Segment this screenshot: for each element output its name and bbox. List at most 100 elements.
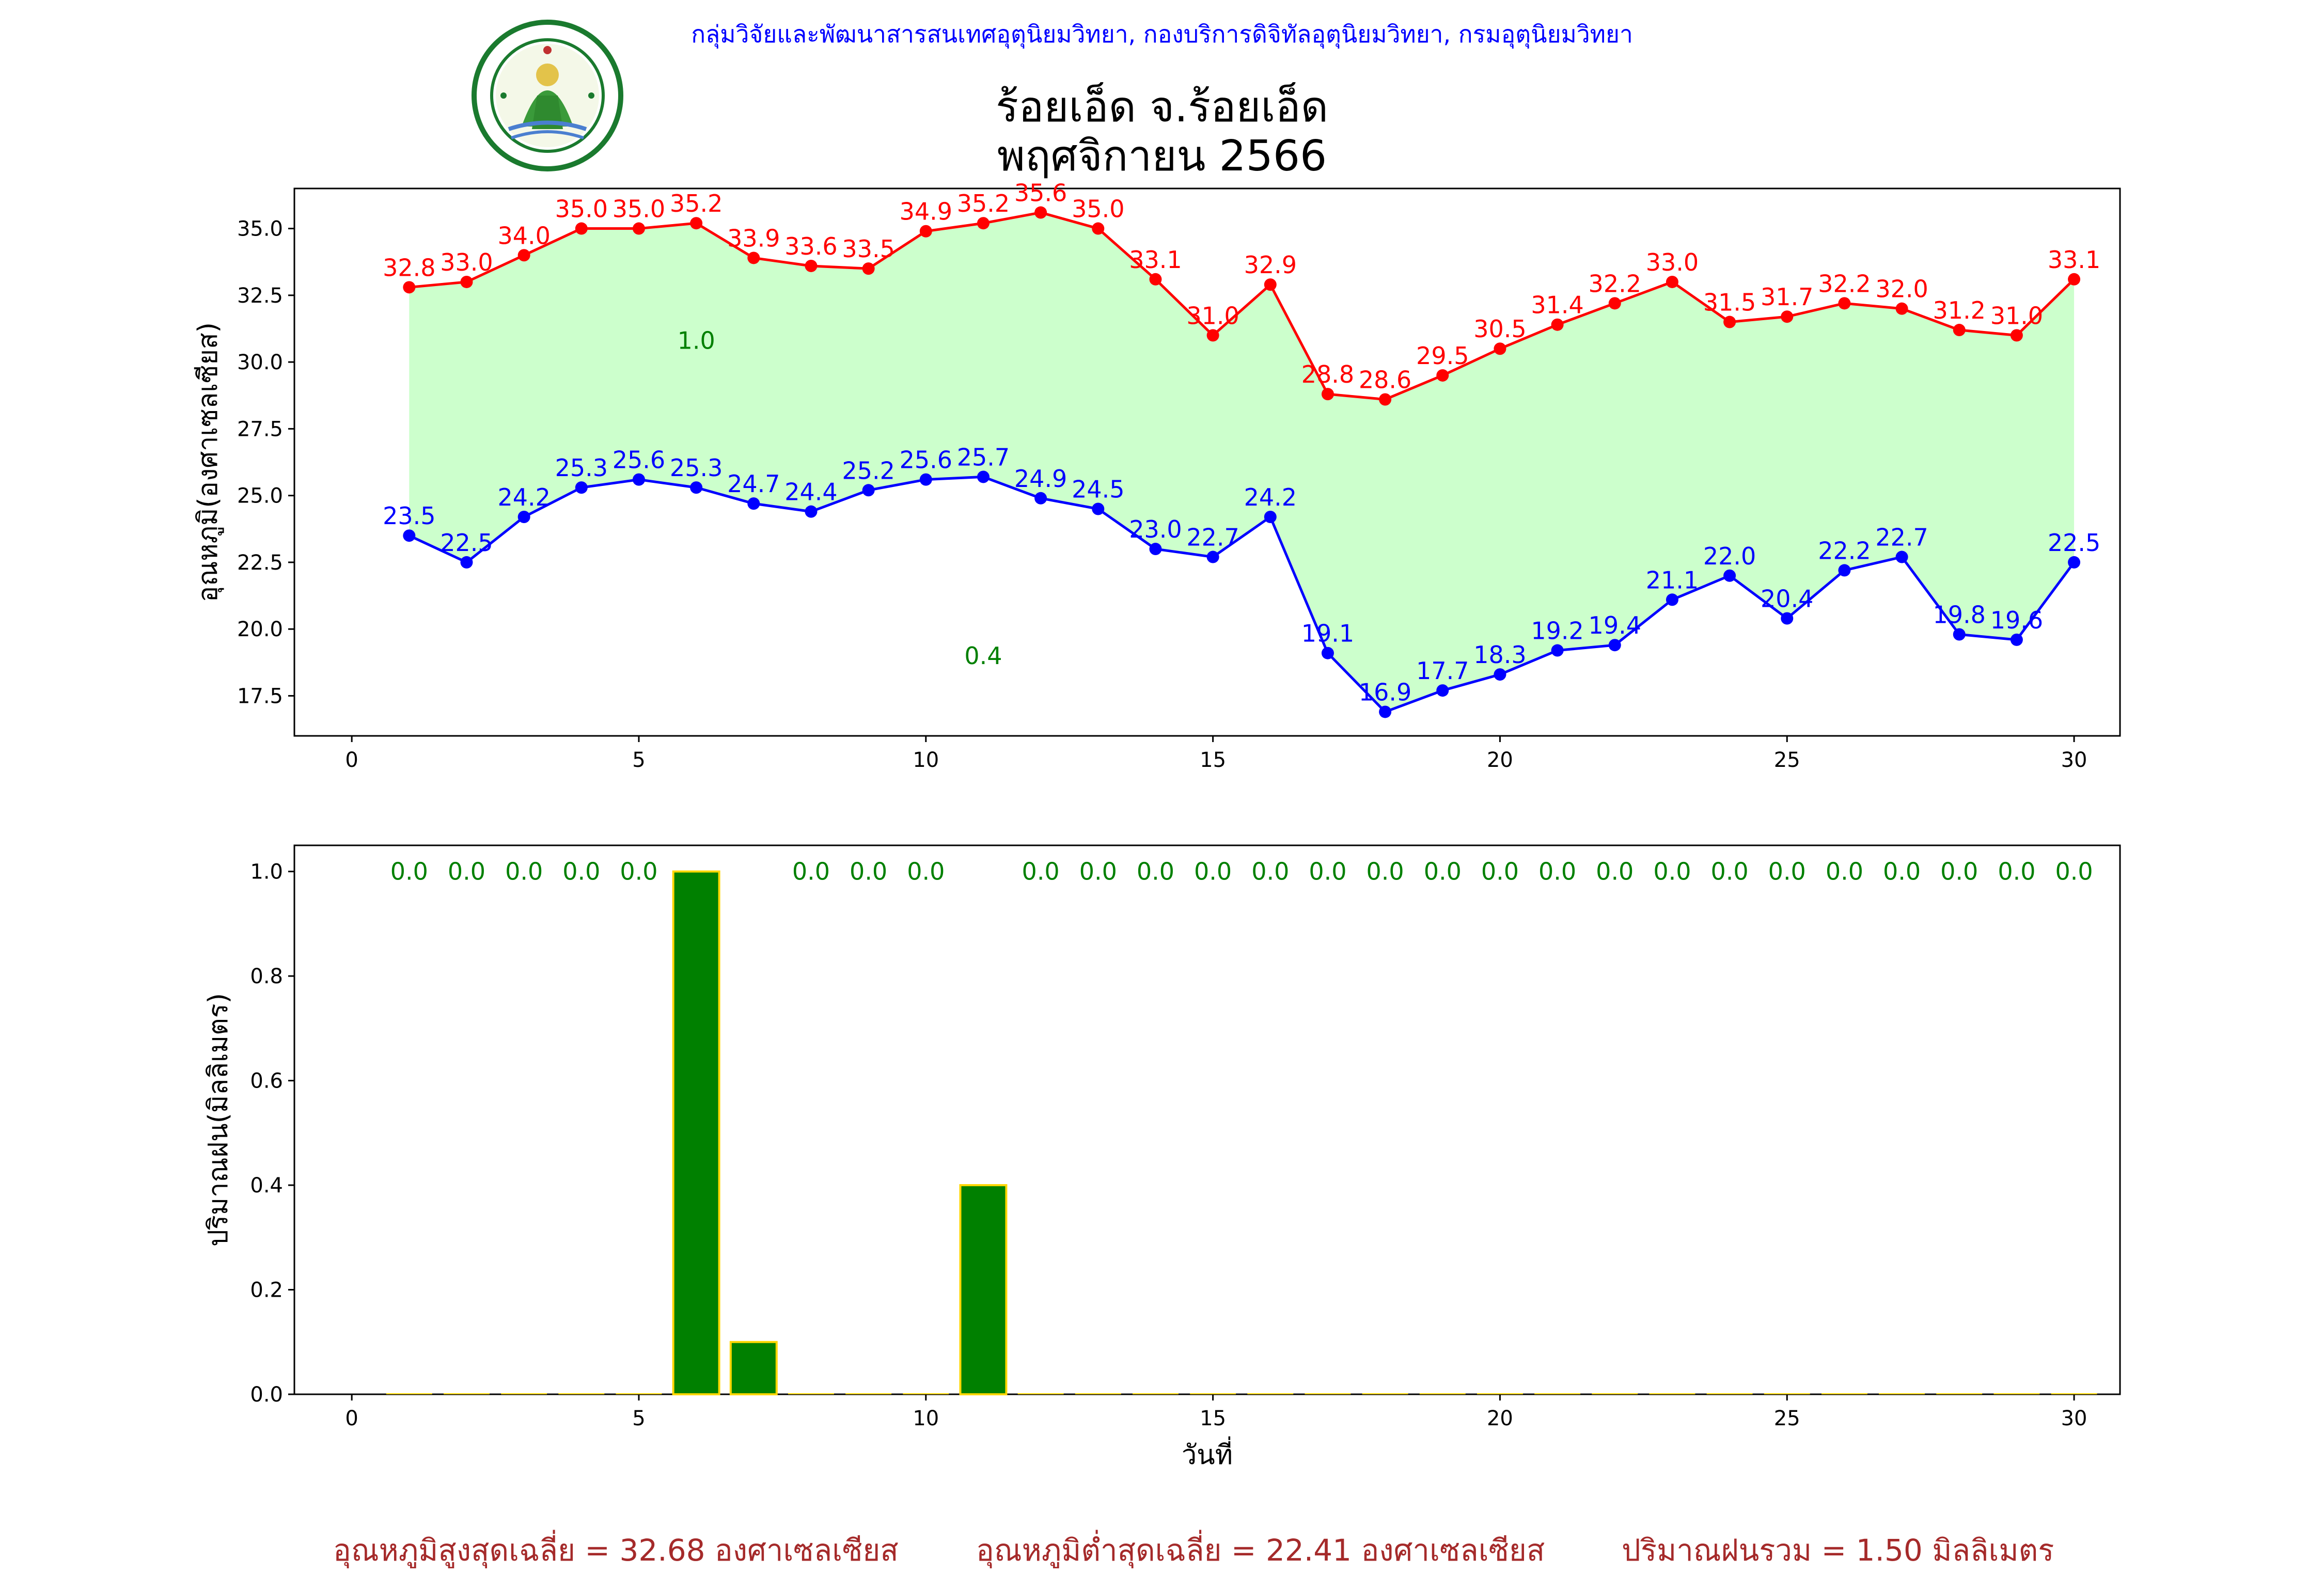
min-temp-point <box>1953 628 1966 641</box>
max-temp-value-label: 35.0 <box>555 195 608 223</box>
rain-bar <box>729 1341 778 1396</box>
max-temp-point <box>919 225 932 238</box>
rainfall-y-axis-label: ปริมาณฝน(มิลลิเมตร) <box>203 993 234 1247</box>
max-temp-point <box>460 275 473 288</box>
max-temp-point <box>1264 278 1277 291</box>
max-temp-point <box>403 281 416 294</box>
min-temp-value-label: 24.2 <box>1244 483 1297 511</box>
max-temp-point <box>1092 222 1105 235</box>
min-temp-point <box>575 481 588 494</box>
max-temp-value-label: 35.0 <box>613 195 665 223</box>
max-temp-point <box>1895 302 1908 315</box>
max-temp-point <box>1953 324 1966 337</box>
min-temp-point <box>690 481 703 494</box>
max-temp-point <box>575 222 588 235</box>
x-tick-label: 15 <box>1200 1407 1226 1430</box>
max-temp-value-label: 28.6 <box>1359 366 1411 394</box>
max-temp-point <box>1379 393 1392 406</box>
rain-bar <box>1764 1393 1810 1394</box>
min-temp-point <box>2010 633 2023 646</box>
max-temp-value-label: 34.0 <box>497 222 550 249</box>
chart-title-station: ร้อยเอ็ด จ.ร้อยเอ็ด <box>996 83 1328 132</box>
min-temp-line <box>409 475 2076 714</box>
max-temp-value-label: 32.2 <box>1818 270 1871 297</box>
min-temp-point <box>805 505 818 518</box>
rain-bar <box>1936 1393 1983 1394</box>
max-temp-value-label: 33.0 <box>440 248 493 276</box>
max-temp-value-label: 31.5 <box>1703 289 1756 317</box>
rain-zero-label: 0.0 <box>1826 858 1863 886</box>
max-temp-value-label: 35.2 <box>957 190 1010 217</box>
min-temp-value-label: 19.2 <box>1531 617 1583 645</box>
rain-zero-label: 0.0 <box>1367 858 1404 886</box>
max-temp-value-label: 33.1 <box>2048 246 2100 274</box>
temperature-y-axis-label: อุณหภูมิ(องศาเซลเซียส) <box>193 322 224 602</box>
rain-zero-label: 0.0 <box>448 858 485 886</box>
min-temp-value-label: 19.1 <box>1301 620 1354 648</box>
rainfall-x-axis-label: วันที่ <box>1182 1436 1233 1471</box>
max-temp-point <box>1723 316 1736 328</box>
meteorological-department-logo <box>472 20 623 171</box>
rain-zero-label: 0.0 <box>1079 858 1117 886</box>
min-temp-point <box>1436 684 1449 697</box>
max-temp-point <box>517 249 530 262</box>
max-temp-value-label: 28.8 <box>1301 360 1354 388</box>
min-temp-point <box>403 529 416 542</box>
max-temp-value-label: 33.6 <box>784 232 837 260</box>
rain-zero-label: 0.0 <box>1424 858 1462 886</box>
rain-bar <box>1305 1393 1351 1394</box>
min-temp-value-label: 24.9 <box>1014 465 1067 493</box>
max-temp-point <box>805 259 818 272</box>
max-temp-point <box>1666 275 1678 288</box>
rain-bar <box>1879 1393 1925 1394</box>
y-tick-label: 1.0 <box>250 860 283 884</box>
y-tick-label: 27.5 <box>237 417 283 441</box>
max-temp-line <box>409 211 2075 401</box>
avg-min-temp-summary: อุณหภูมิต่ำสุดเฉลี่ย = 22.41 องศาเซลเซีย… <box>976 1533 1545 1568</box>
max-temp-point <box>1321 388 1334 401</box>
rain-zero-label: 0.0 <box>1653 858 1691 886</box>
x-tick-label: 20 <box>1487 1407 1513 1430</box>
rain-bar <box>1362 1393 1408 1394</box>
y-tick-label: 25.0 <box>237 484 283 508</box>
max-temp-value-label: 32.9 <box>1244 251 1297 279</box>
min-temp-value-label: 19.4 <box>1589 611 1641 639</box>
min-temp-point <box>1034 492 1047 505</box>
max-temp-point <box>2068 273 2081 286</box>
rain-zero-label: 0.0 <box>620 858 657 886</box>
rain-zero-label: 0.0 <box>562 858 600 886</box>
rain-bar <box>845 1393 892 1394</box>
rain-bar <box>1706 1393 1753 1394</box>
x-tick-label: 0 <box>345 748 358 772</box>
y-tick-label: 0.6 <box>250 1069 283 1093</box>
rain-bar <box>788 1393 834 1394</box>
min-temp-value-label: 23.0 <box>1129 515 1182 543</box>
max-temp-point <box>690 217 703 230</box>
max-temp-point <box>1781 310 1794 323</box>
min-temp-value-label: 25.6 <box>613 446 665 474</box>
min-temp-point <box>2068 556 2081 569</box>
rain-bar <box>1419 1393 1466 1394</box>
rain-zero-label: 0.0 <box>1137 858 1174 886</box>
y-tick-label: 20.0 <box>237 618 283 641</box>
min-temp-value-label: 19.8 <box>1933 601 1986 629</box>
min-temp-value-label: 24.4 <box>784 478 837 506</box>
min-temp-value-label: 19.6 <box>1990 606 2043 634</box>
max-temp-value-label: 32.2 <box>1589 270 1641 297</box>
min-temp-point <box>1838 564 1851 577</box>
total-rain-summary: ปริมาณฝนรวม = 1.50 มิลลิเมตร <box>1622 1533 2054 1568</box>
max-temp-point <box>1206 329 1219 342</box>
rain-bar <box>1075 1393 1121 1394</box>
min-temp-point <box>460 556 473 569</box>
min-temp-value-label: 25.7 <box>957 443 1010 471</box>
max-temp-point <box>632 222 645 235</box>
rain-bar <box>444 1393 490 1394</box>
min-temp-value-label: 16.9 <box>1359 678 1411 706</box>
avg-max-temp-summary: อุณหภูมิสูงสุดเฉลี่ย = 32.68 องศาเซลเซีย… <box>333 1533 899 1568</box>
rain-zero-label: 0.0 <box>1309 858 1346 886</box>
max-temp-value-label: 31.2 <box>1933 296 1986 324</box>
rain-zero-label: 0.0 <box>1194 858 1232 886</box>
min-temp-point <box>1666 593 1678 606</box>
min-temp-value-label: 22.0 <box>1703 542 1756 570</box>
min-temp-point <box>1723 569 1736 582</box>
